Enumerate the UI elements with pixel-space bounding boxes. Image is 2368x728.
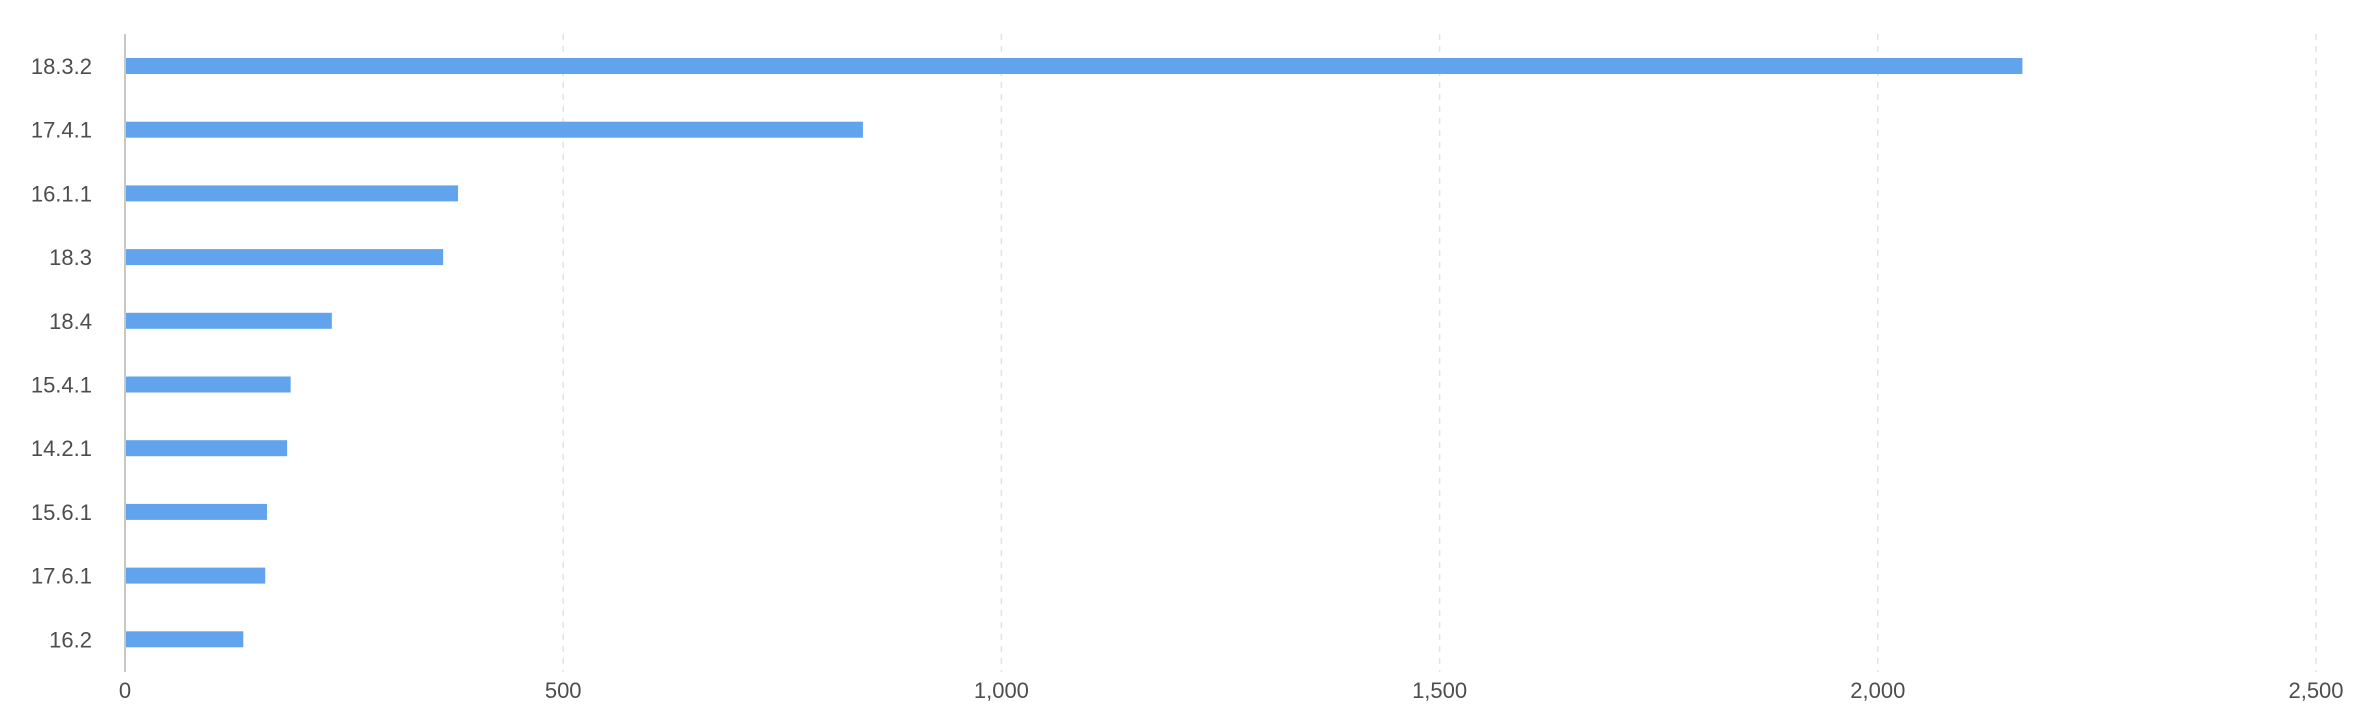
bar xyxy=(125,312,332,329)
bar xyxy=(125,249,444,266)
bars xyxy=(125,58,2023,648)
x-tick-label: 1,000 xyxy=(974,678,1029,703)
bar xyxy=(125,631,244,648)
bar xyxy=(125,503,267,520)
y-tick-label: 18.3.2 xyxy=(31,54,92,79)
tick-labels: 0 500 1,000 1,500 2,000 2,500 18.3.2 17.4.1 16.1… xyxy=(31,54,2344,703)
x-tick-label: 1,500 xyxy=(1412,678,1467,703)
x-tick-label: 2,500 xyxy=(2288,678,2343,703)
bar xyxy=(125,185,459,202)
x-tick-label: 2,000 xyxy=(1850,678,1905,703)
x-tick-label: 500 xyxy=(545,678,582,703)
x-tick-label: 0 xyxy=(119,678,131,703)
bar xyxy=(125,440,288,457)
y-tick-label: 18.4 xyxy=(49,309,92,334)
bar xyxy=(125,121,863,138)
bar xyxy=(125,58,2023,74)
y-tick-label: 14.2.1 xyxy=(31,436,92,461)
y-tick-label: 17.6.1 xyxy=(31,564,92,589)
bar xyxy=(125,376,291,393)
y-tick-label: 15.4.1 xyxy=(31,373,92,398)
y-tick-label: 18.3 xyxy=(49,245,92,270)
gridlines xyxy=(562,34,2317,672)
y-tick-label: 16.1.1 xyxy=(31,181,92,206)
y-tick-label: 15.6.1 xyxy=(31,500,92,525)
y-tick-label: 17.4.1 xyxy=(31,118,92,143)
y-tick-label: 16.2 xyxy=(49,627,92,652)
bar xyxy=(125,567,266,584)
